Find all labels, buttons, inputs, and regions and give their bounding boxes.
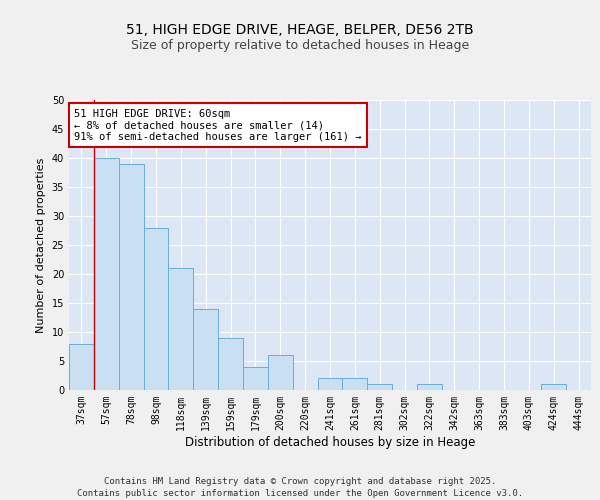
Bar: [417, 384, 442, 390]
Text: 51 HIGH EDGE DRIVE: 60sqm
← 8% of detached houses are smaller (14)
91% of semi-d: 51 HIGH EDGE DRIVE: 60sqm ← 8% of detach…: [74, 108, 362, 142]
Bar: [143, 228, 169, 390]
Text: Contains HM Land Registry data © Crown copyright and database right 2025.
Contai: Contains HM Land Registry data © Crown c…: [77, 476, 523, 498]
X-axis label: Distribution of detached houses by size in Heage: Distribution of detached houses by size …: [185, 436, 475, 448]
Bar: [218, 338, 243, 390]
Bar: [343, 378, 367, 390]
Bar: [541, 384, 566, 390]
Bar: [268, 355, 293, 390]
Bar: [119, 164, 143, 390]
Text: 51, HIGH EDGE DRIVE, HEAGE, BELPER, DE56 2TB: 51, HIGH EDGE DRIVE, HEAGE, BELPER, DE56…: [126, 24, 474, 38]
Bar: [367, 384, 392, 390]
Bar: [69, 344, 94, 390]
Y-axis label: Number of detached properties: Number of detached properties: [36, 158, 46, 332]
Bar: [243, 367, 268, 390]
Bar: [94, 158, 119, 390]
Bar: [193, 309, 218, 390]
Bar: [317, 378, 343, 390]
Text: Size of property relative to detached houses in Heage: Size of property relative to detached ho…: [131, 40, 469, 52]
Bar: [169, 268, 193, 390]
